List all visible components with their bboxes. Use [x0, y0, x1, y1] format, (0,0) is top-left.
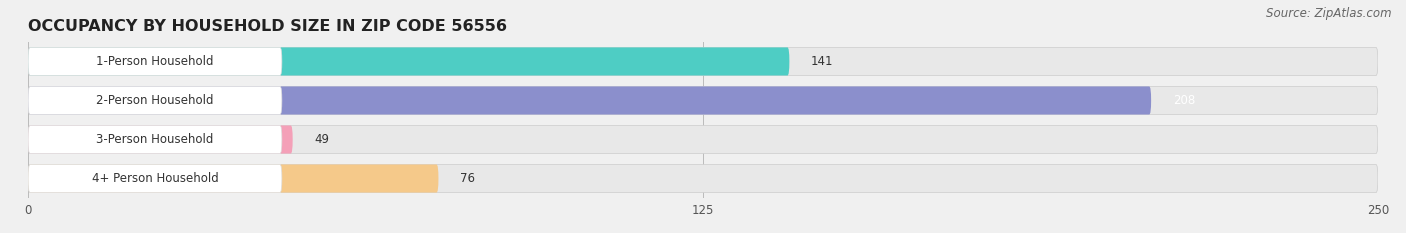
FancyBboxPatch shape — [28, 86, 281, 115]
FancyBboxPatch shape — [28, 164, 439, 193]
Text: Source: ZipAtlas.com: Source: ZipAtlas.com — [1267, 7, 1392, 20]
Text: OCCUPANCY BY HOUSEHOLD SIZE IN ZIP CODE 56556: OCCUPANCY BY HOUSEHOLD SIZE IN ZIP CODE … — [28, 19, 508, 34]
Text: 141: 141 — [811, 55, 834, 68]
Text: 49: 49 — [315, 133, 329, 146]
FancyBboxPatch shape — [28, 47, 1378, 75]
FancyBboxPatch shape — [28, 164, 1378, 193]
Text: 76: 76 — [460, 172, 475, 185]
Text: 3-Person Household: 3-Person Household — [96, 133, 214, 146]
FancyBboxPatch shape — [28, 125, 281, 154]
FancyBboxPatch shape — [28, 47, 789, 75]
FancyBboxPatch shape — [28, 164, 281, 193]
Text: 208: 208 — [1173, 94, 1195, 107]
FancyBboxPatch shape — [28, 125, 292, 154]
FancyBboxPatch shape — [28, 86, 1378, 115]
Text: 1-Person Household: 1-Person Household — [96, 55, 214, 68]
FancyBboxPatch shape — [28, 125, 1378, 154]
FancyBboxPatch shape — [28, 47, 281, 75]
Text: 4+ Person Household: 4+ Person Household — [91, 172, 218, 185]
FancyBboxPatch shape — [28, 86, 1152, 115]
Text: 2-Person Household: 2-Person Household — [96, 94, 214, 107]
